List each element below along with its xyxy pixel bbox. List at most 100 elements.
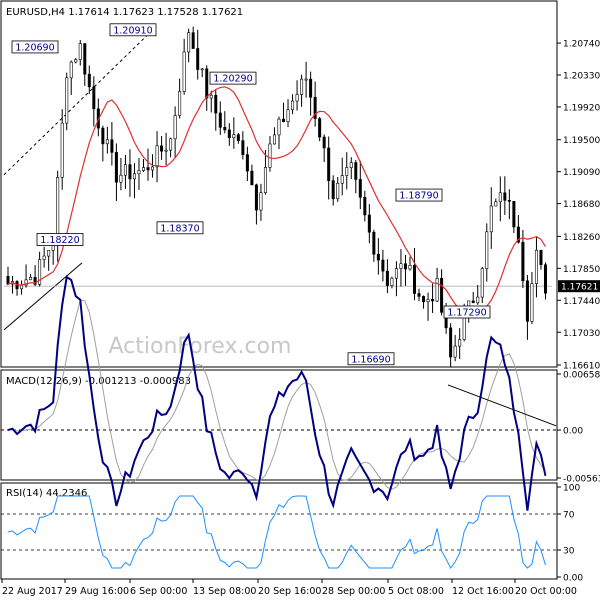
price-annotation-box [11, 40, 59, 54]
price-y-tick-label: 1.20330 [563, 72, 600, 82]
price-annotation-label: 1.17290 [447, 307, 486, 318]
candle-body [38, 259, 42, 285]
rsi-y-tick-label: 100 [563, 484, 580, 494]
price-y-tick-label: 1.19500 [563, 136, 600, 146]
candle-body [123, 164, 127, 176]
candle-body [318, 118, 322, 138]
macd-series: 0.006586 0.00 -0.005634 [1, 275, 600, 511]
price-annotation-label: 1.18790 [399, 191, 438, 202]
candle-body [151, 166, 155, 171]
candle-body [282, 118, 286, 122]
candle-body [543, 264, 547, 294]
candle-body [309, 78, 313, 98]
price-annotation-label: 1.20690 [15, 42, 54, 53]
candle-body [6, 276, 10, 285]
candle-body [480, 268, 484, 298]
upper-channel-line [3, 26, 157, 176]
candle-body [394, 268, 398, 279]
candle-body [254, 184, 258, 211]
rsi-line [7, 495, 546, 569]
candle-body [105, 139, 109, 145]
candle-body [160, 145, 164, 152]
candle-body [263, 167, 267, 194]
candle-body [173, 115, 177, 140]
candle-body [449, 327, 453, 358]
candle-body [295, 94, 299, 102]
candle-body [476, 296, 480, 304]
x-tick-label: 5 Oct 08:00 [388, 586, 444, 597]
candle-body [146, 167, 150, 171]
candle-body [367, 214, 371, 233]
rsi-series: 100 70 30 0.00 [1, 484, 583, 584]
price-y-tick-label: 1.19090 [563, 168, 600, 178]
candle-body [485, 231, 489, 269]
candle-body [20, 284, 24, 290]
price-y-tick-label: 1.18260 [563, 233, 600, 243]
candle-body [182, 51, 186, 92]
candle-body [286, 109, 290, 122]
x-tick-label: 6 Sep 00:00 [130, 586, 187, 597]
x-axis: 22 Aug 2017 29 Aug 16:00 6 Sep 00:00 13 Sep… [1, 579, 577, 597]
last-price-badge [558, 280, 600, 293]
last-price-marker: 1.17621 [558, 280, 600, 293]
price-annotations: 1.20690 1.20910 1.20290 1.18370 1.18220 1.187… [11, 23, 491, 366]
candle-body [33, 277, 37, 285]
candle-body [191, 32, 195, 49]
x-tick-label: 22 Aug 2017 [2, 586, 63, 597]
candle-body [331, 180, 335, 200]
candle-body [516, 226, 520, 243]
price-annotation-box [347, 352, 395, 366]
candlestick-series [6, 26, 547, 368]
candle-body [178, 91, 182, 116]
price-annotation-label: 1.18220 [40, 235, 79, 246]
rsi-y-tick-label: 30 [563, 547, 575, 557]
candle-body [196, 48, 200, 70]
candle-body [458, 339, 462, 347]
price-annotation-label: 1.16690 [351, 354, 390, 365]
candle-body [412, 264, 416, 294]
candle-body [376, 253, 380, 261]
candle-body [327, 147, 331, 181]
candle-body [390, 277, 394, 286]
macd-main-line [7, 275, 547, 511]
rsi-y-tick-label: 70 [563, 511, 575, 521]
candle-body [403, 263, 407, 270]
macd-signal-line [7, 299, 546, 490]
x-tick-label: 13 Sep 08:00 [193, 586, 256, 597]
candle-body [241, 140, 245, 155]
candle-body [245, 154, 249, 172]
candle-body [381, 259, 385, 272]
candle-body [354, 162, 358, 180]
price-annotation-label: 1.20910 [113, 25, 152, 36]
candle-body [187, 32, 191, 53]
candle-body [363, 196, 367, 216]
candle-body [539, 249, 543, 266]
candle-body [322, 136, 326, 149]
price-panel-title: EURUSD,H4 1.17614 1.17623 1.17528 1.1762… [6, 7, 243, 18]
candle-body [24, 279, 28, 286]
candle-body [349, 162, 353, 168]
candle-body [512, 201, 516, 228]
candle-body [155, 145, 159, 168]
candle-body [471, 300, 475, 304]
candle-body [78, 43, 82, 60]
candle-body [142, 167, 146, 171]
candle-body [345, 167, 349, 176]
ohlc-header: 1.17614 1.17623 1.17528 1.17621 [68, 7, 243, 18]
macd-y-tick-label: -0.005634 [563, 475, 600, 485]
candle-body [453, 345, 457, 358]
candle-body [277, 118, 281, 136]
price-y-tick-label: 1.17030 [563, 329, 600, 339]
candle-body [218, 112, 222, 128]
candle-body [304, 78, 308, 81]
price-y-tick-label: 1.17440 [563, 297, 600, 307]
candle-body [101, 127, 105, 145]
candle-body [65, 77, 69, 124]
candle-body [272, 134, 276, 145]
candle-body [498, 192, 502, 203]
price-y-tick-label: 1.17850 [563, 265, 600, 275]
candle-body [417, 293, 421, 297]
price-y-axis: 1.20740 1.20330 1.19920 1.19500 1.19090 1.186… [557, 40, 600, 372]
candle-body [291, 100, 295, 111]
macd-y-tick-label: 0.00 [563, 427, 583, 437]
